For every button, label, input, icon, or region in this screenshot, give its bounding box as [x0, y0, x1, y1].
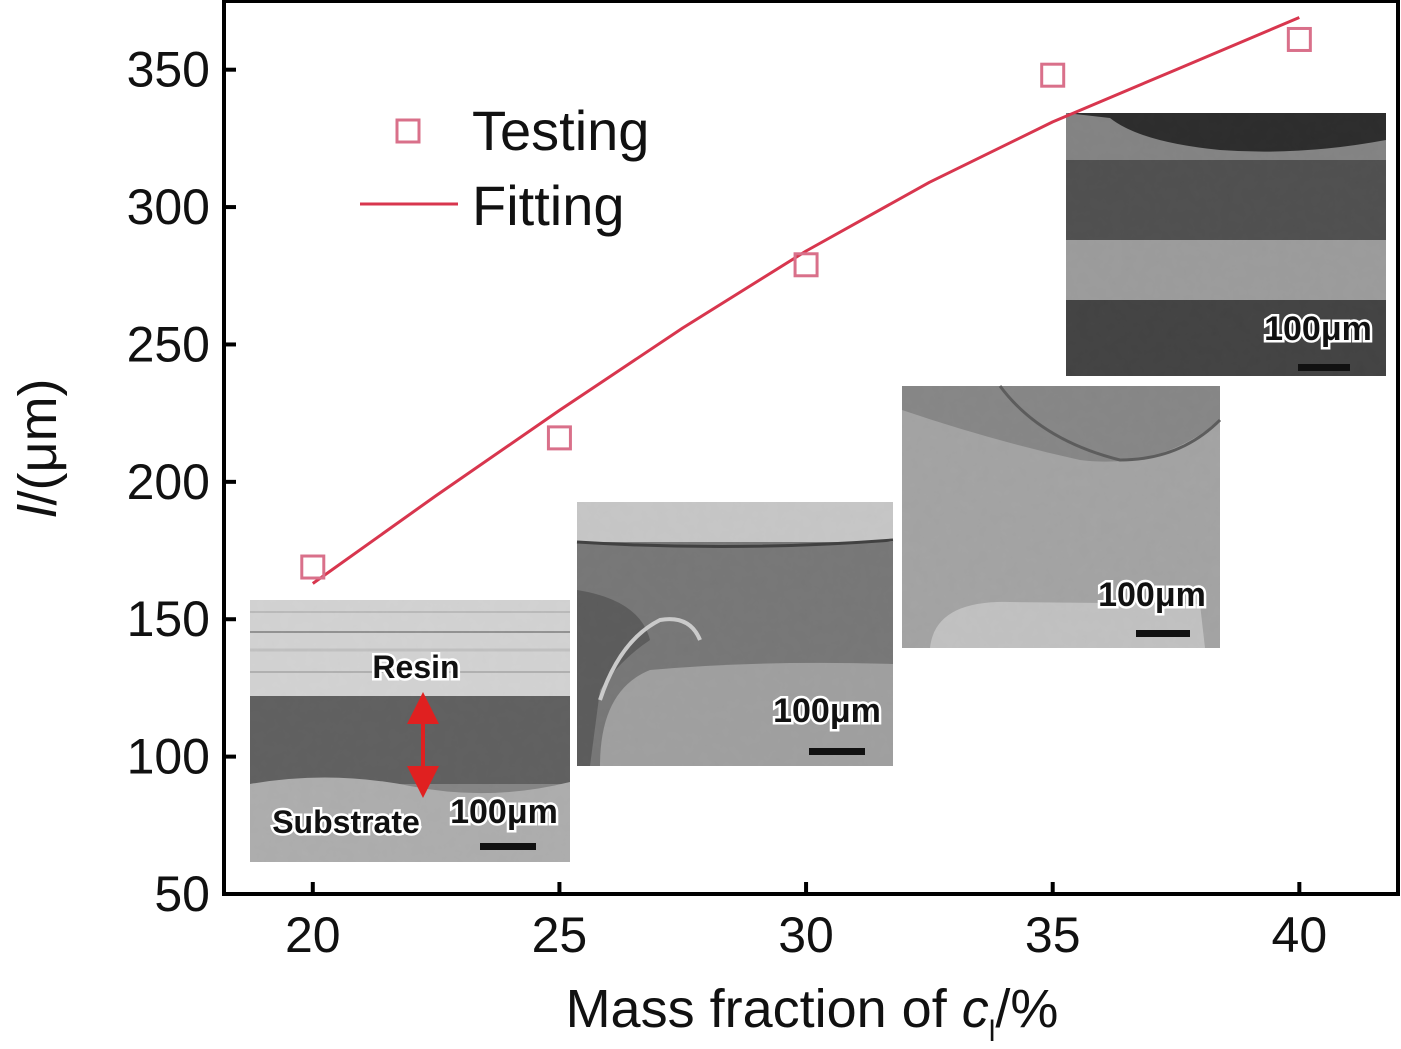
x-tick-label: 35	[1025, 907, 1081, 963]
x-axis: 20 25 30 35 40	[285, 882, 1327, 963]
testing-point	[300, 554, 326, 580]
plot-frame	[222, 0, 1400, 896]
scale-bar-label: 100μm	[773, 692, 881, 730]
y-tick-label: 150	[127, 591, 210, 647]
y-tick-label: 100	[127, 729, 210, 785]
sem-inset-25: 100μm	[576, 502, 894, 766]
testing-point	[546, 425, 572, 451]
sem-inset-40: 100μm	[1066, 113, 1386, 376]
legend-marker-testing	[395, 118, 421, 144]
testing-point	[793, 252, 819, 278]
x-tick-label: 40	[1272, 907, 1328, 963]
series-testing	[300, 26, 1312, 580]
sem-inset-20: Resin Substrate 100μm	[250, 600, 570, 862]
y-tick-label: 300	[127, 179, 210, 235]
x-tick-label: 25	[532, 907, 588, 963]
scale-bar	[809, 748, 865, 755]
legend: Testing Fitting	[360, 99, 649, 237]
resin-label: Resin	[372, 649, 459, 685]
scale-bar-label: 100μm	[1098, 576, 1206, 614]
x-tick-label: 30	[778, 907, 834, 963]
substrate-label: Substrate	[272, 804, 420, 840]
scale-bar	[480, 843, 536, 850]
y-tick-label: 350	[127, 42, 210, 98]
testing-point	[1040, 62, 1066, 88]
scale-bar-label: 100μm	[1264, 310, 1372, 348]
scale-bar	[1298, 364, 1350, 371]
x-axis-title: Mass fraction of cl/%	[566, 979, 1059, 1048]
y-axis: 50 100 150 200 250 300 350	[127, 42, 236, 922]
y-tick-label: 250	[127, 316, 210, 372]
sem-inset-30: 100μm	[902, 385, 1222, 648]
scale-bar	[1136, 630, 1190, 637]
scale-bar-label: 100μm	[450, 793, 558, 831]
legend-label-fitting: Fitting	[472, 174, 625, 237]
y-tick-label: 200	[127, 454, 210, 510]
testing-point	[1286, 26, 1312, 52]
series-fitting	[311, 16, 1300, 585]
legend-label-testing: Testing	[472, 99, 649, 162]
x-tick-label: 20	[285, 907, 341, 963]
y-axis-title: l/(μm)	[8, 378, 68, 517]
fitting-line	[311, 16, 1300, 585]
y-tick-label: 50	[154, 866, 210, 922]
